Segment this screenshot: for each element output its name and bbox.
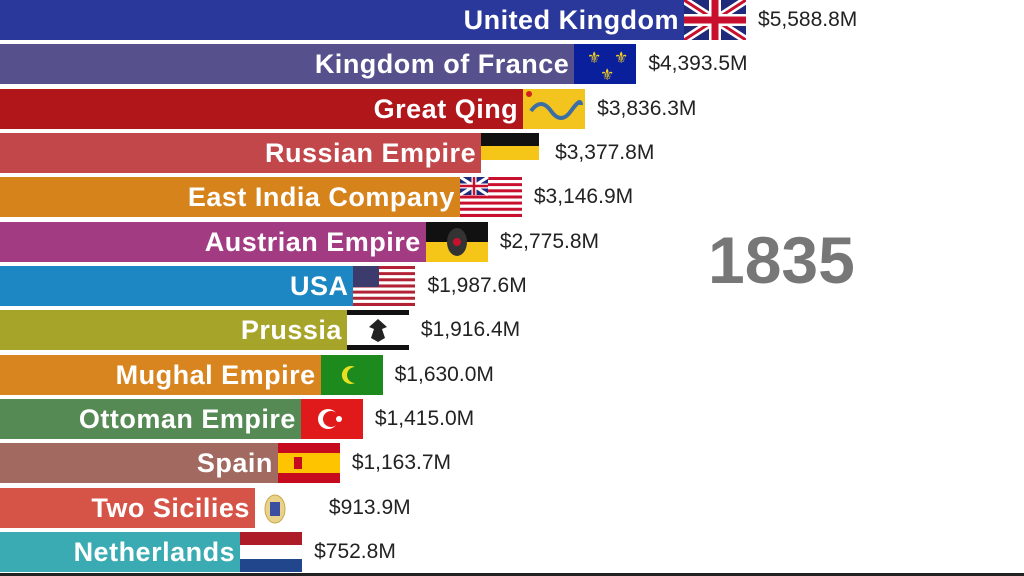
value-label: $3,146.9M bbox=[533, 185, 634, 209]
bar-row: Great Qing $3,836.3M bbox=[0, 88, 1024, 129]
value-label: $3,836.3M bbox=[597, 96, 697, 120]
qing-flag-icon bbox=[523, 88, 586, 129]
value-label: $2,775.8M bbox=[499, 229, 600, 253]
bar-row: Austrian Empire $2,775.8M bbox=[0, 221, 1024, 262]
bar-row: East India Company $3,146.9M bbox=[0, 177, 1024, 218]
category-label: United Kingdom bbox=[463, 5, 680, 35]
category-label: Ottoman Empire bbox=[78, 403, 296, 434]
bar bbox=[0, 487, 255, 528]
bar bbox=[0, 0, 685, 40]
category-label: Great Qing bbox=[373, 93, 519, 124]
bar-row: USA $1,987.6M bbox=[0, 265, 1024, 306]
bar bbox=[0, 132, 482, 173]
value-label: $1,163.7M bbox=[351, 451, 452, 475]
value-label: $1,415.0M bbox=[374, 406, 475, 430]
bar-row: Mughal Empire $1,630.0M bbox=[0, 354, 1024, 395]
bar bbox=[0, 177, 460, 218]
eic-flag-icon bbox=[459, 177, 522, 218]
category-label: Mughal Empire bbox=[115, 359, 316, 390]
prussia-flag-icon bbox=[346, 310, 409, 351]
usa-flag-icon bbox=[353, 265, 416, 306]
category-label: USA bbox=[289, 270, 349, 301]
bar-row: Netherlands $752.8M bbox=[0, 531, 1024, 572]
category-label: East India Company bbox=[187, 182, 455, 213]
value-label: $3,377.8M bbox=[555, 140, 655, 164]
svg-text:⚜: ⚜ bbox=[600, 67, 614, 84]
svg-text:⚜: ⚜ bbox=[614, 50, 628, 67]
svg-text:⚜: ⚜ bbox=[587, 50, 601, 67]
two-sicilies-flag-icon bbox=[254, 487, 317, 528]
bar-row: Prussia $1,916.4M bbox=[0, 310, 1024, 351]
mughal-flag-icon bbox=[320, 354, 383, 395]
value-label: $5,588.8M bbox=[758, 8, 858, 31]
bar-row: Russian Empire $3,377.8M bbox=[0, 132, 1024, 173]
bar-row: Spain $1,163.7M bbox=[0, 443, 1024, 484]
bar bbox=[0, 398, 301, 439]
value-label: $1,916.4M bbox=[420, 318, 521, 342]
spain-flag-icon bbox=[277, 443, 340, 484]
austria-flag-icon bbox=[425, 221, 488, 262]
bar bbox=[0, 88, 524, 129]
year-label: 1835 bbox=[708, 223, 855, 297]
bar bbox=[0, 221, 426, 262]
baseline bbox=[0, 573, 1024, 576]
bar bbox=[0, 354, 321, 395]
uk-flag-icon bbox=[684, 0, 747, 40]
ottoman-flag-icon bbox=[300, 398, 363, 439]
category-label: Kingdom of France bbox=[314, 49, 570, 80]
france-flag-icon: ⚜ ⚜⚜ bbox=[574, 44, 637, 85]
value-label: $4,393.5M bbox=[648, 52, 748, 76]
category-label: Two Sicilies bbox=[91, 492, 250, 523]
bar bbox=[0, 443, 278, 484]
bar bbox=[0, 44, 575, 85]
russia-flag-icon bbox=[481, 132, 540, 173]
bar bbox=[0, 265, 354, 306]
bar bbox=[0, 310, 347, 351]
bar-row: Kingdom of France ⚜ ⚜ ⚜ $4,393.5M bbox=[0, 44, 1024, 85]
category-label: Russian Empire bbox=[265, 137, 477, 168]
bar-row: Ottoman Empire $1,415.0M bbox=[0, 398, 1024, 439]
bar-row: Two Sicilies $913.9M bbox=[0, 487, 1024, 528]
value-label: $913.9M bbox=[328, 495, 411, 519]
value-label: $1,630.0M bbox=[394, 362, 494, 386]
category-label: Austrian Empire bbox=[204, 226, 421, 257]
bar bbox=[0, 531, 241, 572]
category-label: Spain bbox=[196, 448, 273, 479]
value-label: $752.8M bbox=[314, 539, 396, 563]
category-label: Netherlands bbox=[73, 536, 236, 567]
netherlands-flag-icon bbox=[240, 531, 303, 572]
bar-row: United Kingdom $5,588.8M bbox=[0, 0, 1024, 40]
category-label: Prussia bbox=[240, 315, 342, 346]
value-label: $1,987.6M bbox=[427, 273, 527, 297]
